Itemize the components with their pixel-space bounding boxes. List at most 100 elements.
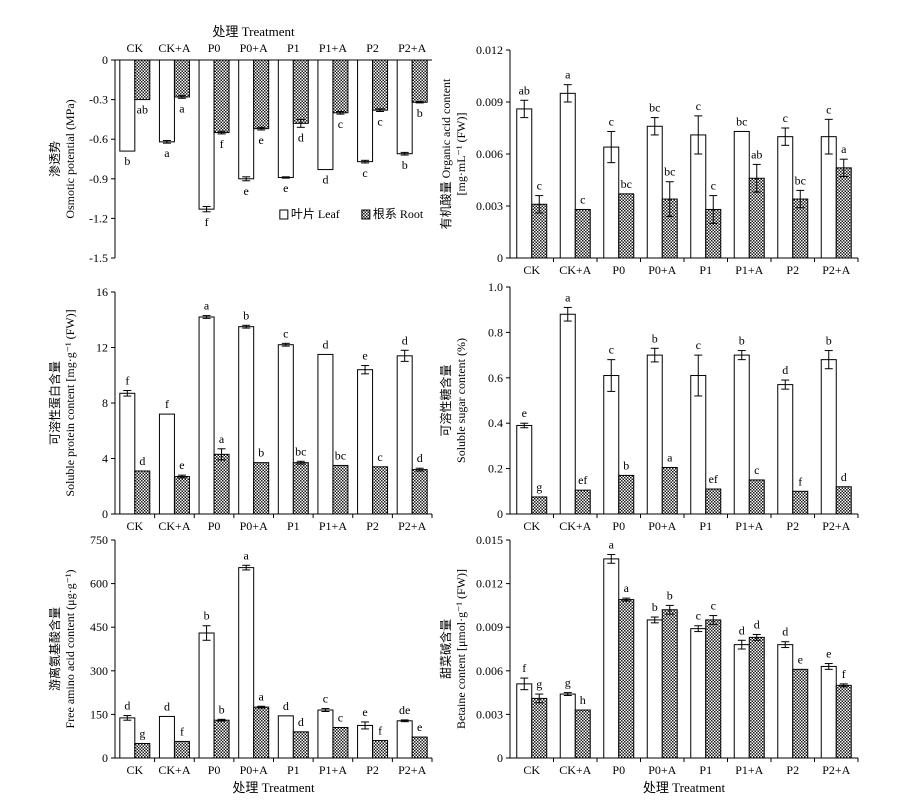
bar-leaf [559, 313, 576, 515]
y-tick-label: 450 [90, 620, 108, 634]
bar-leaf [559, 693, 576, 759]
significance-letter: a [179, 101, 185, 115]
significance-letter: d [298, 715, 304, 729]
bar-root [792, 490, 809, 515]
category-label: P0+A [648, 519, 676, 533]
bar-root [372, 740, 389, 759]
chart-betaine: 0 0.003 0.006 0.009 0.012 0.015 甜菜碱含量 Betaine c… [438, 533, 859, 795]
bar-root [332, 59, 349, 114]
significance-letter: c [377, 114, 382, 128]
bar-root [835, 167, 852, 259]
category-label: CK+A [559, 763, 591, 777]
bar-root [292, 731, 309, 759]
category-label: CK [523, 763, 540, 777]
bar-leaf [119, 717, 136, 759]
y-tick-label: 0.012 [476, 43, 503, 57]
y-axis-label-en: Osmotic potential (MPa) [63, 99, 77, 218]
bar-root [574, 208, 591, 259]
bar-root [574, 709, 591, 759]
y-tick-label: 0.4 [488, 416, 503, 430]
significance-letter: c [283, 326, 288, 340]
top-axis-title: 处理 Treatment [212, 24, 295, 39]
category-label: P1 [699, 763, 712, 777]
bar-root [173, 476, 190, 515]
charts-layer: 0 -0.3 -0.6 -0.9 -1.2 -1.5 渗透势 Osmotic potentia… [47, 24, 859, 795]
significance-letter: f [220, 137, 224, 151]
significance-letter: a [609, 538, 615, 552]
chart-osmotic: 0 -0.3 -0.6 -0.9 -1.2 -1.5 渗透势 Osmotic potentia… [47, 24, 432, 265]
category-label: P2 [366, 519, 379, 533]
bar-leaf [396, 59, 413, 155]
bar-root [748, 479, 765, 515]
significance-letter: ab [519, 83, 530, 97]
category-label: P2 [366, 41, 379, 55]
bar-leaf [516, 424, 533, 515]
bar-root [332, 726, 349, 759]
y-tick-label: 0.003 [476, 707, 503, 721]
y-tick-label: -1.2 [89, 211, 108, 225]
y-tick-label: 0 [102, 751, 108, 765]
significance-letter: g [565, 676, 571, 690]
category-label: CK+A [559, 519, 591, 533]
significance-letter: b [219, 702, 225, 716]
bar-leaf [119, 392, 136, 515]
significance-letter: d [739, 623, 745, 637]
category-label: P1 [287, 41, 300, 55]
y-tick-label: 0.003 [476, 199, 503, 213]
bar-leaf [820, 136, 837, 259]
y-axis-label-cn: 有机酸量 Organic acid content [438, 78, 453, 229]
significance-letter: e [826, 647, 831, 661]
bar-root [661, 466, 678, 515]
bar-root [618, 599, 635, 759]
significance-letter: a [164, 146, 170, 160]
significance-letter: d [124, 699, 130, 713]
significance-letter: c [609, 343, 614, 357]
y-tick-label: -0.3 [89, 93, 108, 107]
category-label: P2+A [822, 519, 850, 533]
category-label: CK+A [559, 263, 591, 277]
significance-letter: a [667, 450, 673, 464]
significance-letter: de [399, 703, 410, 717]
category-label: P1+A [735, 263, 763, 277]
significance-letter: d [754, 617, 760, 631]
category-label: P1 [287, 519, 300, 533]
significance-letter: d [298, 130, 304, 144]
bar-leaf [820, 665, 837, 759]
legend-swatch-root [361, 209, 371, 220]
y-tick-label: 0.006 [476, 147, 503, 161]
bar-leaf [357, 59, 374, 163]
significance-letter: d [782, 363, 788, 377]
bar-root [835, 486, 852, 515]
category-label: CK [523, 519, 540, 533]
significance-letter: e [522, 406, 527, 420]
chart-organic-acid: 0 0.003 0.006 0.009 0.012 有机酸量 Organic acid c… [438, 43, 859, 277]
bar-leaf [646, 125, 663, 259]
significance-letter: b [826, 334, 832, 348]
category-label: P1+A [319, 41, 347, 55]
bar-leaf [777, 384, 794, 515]
y-tick-label: 300 [90, 664, 108, 678]
bar-leaf [198, 316, 215, 515]
bar-root [705, 488, 722, 515]
bar-leaf [238, 567, 255, 759]
bar-root [372, 466, 389, 515]
bar-root [134, 470, 151, 515]
significance-letter: b [667, 588, 673, 602]
bar-leaf [603, 375, 620, 515]
significance-letter: f [165, 397, 169, 411]
category-label: CK+A [158, 763, 190, 777]
category-label: P2+A [398, 41, 426, 55]
bar-root [618, 474, 635, 515]
bar-root [292, 59, 309, 124]
significance-letter: d [322, 337, 328, 351]
significance-letter: g [536, 480, 542, 494]
y-axis-label-cn: 游离氨基酸含量 [47, 607, 62, 691]
bar-leaf [277, 715, 294, 759]
y-tick-label: 12 [96, 341, 108, 355]
significance-letter: c [696, 338, 701, 352]
bar-root [173, 740, 190, 759]
category-label: P2+A [398, 763, 426, 777]
bar-leaf [516, 683, 533, 759]
category-label: P1 [699, 519, 712, 533]
